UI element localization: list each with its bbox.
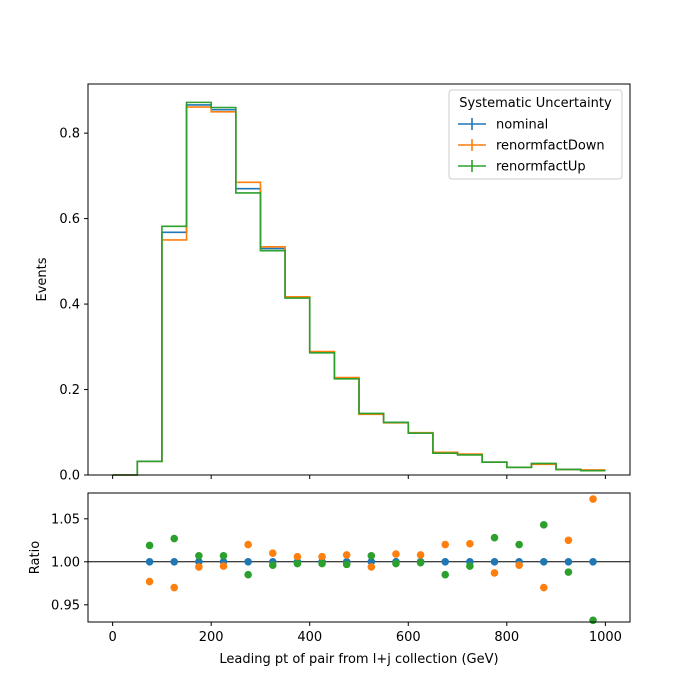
ratio-point — [318, 559, 326, 568]
bottom-xtick-label: 0 — [108, 630, 116, 645]
ratio-point — [490, 533, 499, 542]
ratio-point — [539, 521, 548, 529]
ratio-point — [441, 558, 450, 566]
top-ytick-label: 0.2 — [59, 383, 80, 398]
ratio-point — [490, 558, 499, 566]
legend-entry-renormfactUp: renormfactUp — [458, 160, 586, 175]
ratio-point — [416, 558, 425, 567]
ratio-point — [539, 558, 548, 566]
ratio-point — [589, 495, 597, 503]
bottom-plot-frame — [87, 492, 631, 623]
bottom-xtick-label: 1000 — [589, 630, 622, 645]
ratio-series-renormfactDown — [145, 495, 597, 592]
top-ylabel: Events — [35, 257, 50, 301]
ratio-point — [490, 569, 499, 577]
top-ytick-label: 0.6 — [59, 212, 80, 227]
ratio-point — [416, 551, 425, 559]
legend-box — [448, 89, 623, 180]
ratio-point — [195, 563, 203, 571]
ratio-point — [170, 583, 179, 592]
ratio-point — [367, 563, 376, 571]
ratio-point — [515, 561, 523, 570]
ratio-point — [293, 559, 302, 568]
top-plot-frame — [87, 83, 631, 476]
bottom-ytick-label: 0.95 — [51, 598, 80, 613]
ratio-point — [342, 551, 351, 559]
ratio-point — [268, 549, 277, 557]
ratio-point — [589, 616, 597, 625]
ratio-point — [170, 558, 179, 566]
bottom-xtick-label: 400 — [297, 630, 322, 645]
ratio-point — [539, 583, 548, 592]
ratio-point — [318, 552, 326, 561]
ratio-point — [145, 577, 154, 586]
ratio-series-renormfactUp — [145, 521, 597, 625]
ratio-point — [342, 560, 351, 569]
bottom-xtick-label: 800 — [494, 630, 519, 645]
ratio-point — [195, 551, 203, 560]
ratio-point — [392, 550, 400, 558]
main-histogram-panel: 0.0 0.2 0.4 0.6 0.8 Events Systematic Uncertai… — [35, 83, 631, 484]
ratio-point — [564, 536, 573, 545]
ratio-point — [293, 552, 302, 561]
ratio-point — [441, 540, 450, 549]
bottom-xtick-label: 600 — [396, 630, 421, 645]
legend-label: renormfactUp — [496, 160, 586, 175]
bottom-ylabel: Ratio — [28, 541, 43, 574]
ratio-point — [145, 541, 154, 550]
step-series-renormfactUp — [112, 101, 606, 476]
bottom-xtick-label: 200 — [199, 630, 224, 645]
ratio-point — [392, 559, 400, 568]
bottom-ytick-label: 1.00 — [51, 555, 80, 570]
ratio-point — [589, 558, 597, 566]
ratio-point — [244, 570, 252, 579]
ratio-point — [170, 534, 179, 543]
ratio-panel: 0.95 1.00 1.05 0 200 400 600 800 1000 Leading pt … — [28, 492, 631, 667]
ratio-point — [466, 539, 474, 548]
ratio-point — [367, 551, 376, 560]
legend-entry-renormfactDown: renormfactDown — [458, 139, 605, 154]
top-ytick-label: 0.0 — [59, 469, 80, 484]
ratio-point — [564, 568, 573, 576]
legend-entry-nominal: nominal — [458, 118, 548, 133]
ratio-point — [145, 558, 154, 566]
ratio-point — [268, 561, 277, 570]
top-ytick-label: 0.4 — [59, 298, 80, 313]
ratio-point — [244, 540, 252, 549]
ratio-point — [219, 551, 228, 560]
ratio-point — [219, 562, 228, 570]
ratio-point — [466, 562, 474, 570]
xlabel: Leading pt of pair from l+j collection (… — [219, 652, 498, 667]
ratio-point — [441, 570, 450, 579]
bottom-ytick-label: 1.05 — [51, 512, 80, 527]
top-ytick-label: 0.8 — [59, 127, 80, 142]
legend-title: Systematic Uncertainty — [459, 96, 612, 111]
legend-label: nominal — [496, 118, 548, 133]
ratio-point — [244, 558, 252, 566]
ratio-point — [515, 540, 523, 549]
legend-label: renormfactDown — [496, 139, 605, 154]
ratio-point — [564, 558, 573, 566]
legend: Systematic Uncertainty nominal renormfactD… — [448, 89, 623, 180]
